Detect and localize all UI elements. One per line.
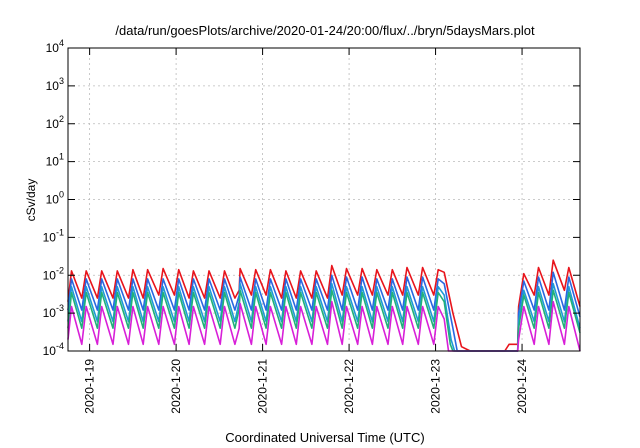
- grid-layer: [68, 48, 580, 351]
- y-tick-label: 10-2: [43, 265, 64, 282]
- y-tick-label: 10-3: [43, 303, 64, 320]
- series-line-2: [67, 271, 581, 352]
- series-line-5: [67, 300, 581, 352]
- chart-title: /data/run/goesPlots/archive/2020-01-24/2…: [115, 23, 535, 38]
- y-tick-label: 101: [46, 152, 64, 169]
- y-tick-label: 100: [46, 190, 64, 207]
- series-line-4: [67, 289, 581, 352]
- x-tick-label: 2020-1-22: [342, 359, 356, 414]
- y-tick-label: 102: [46, 114, 64, 131]
- x-tick-label: 2020-1-20: [169, 359, 183, 414]
- x-tick-label: 2020-1-23: [429, 359, 443, 414]
- x-tick-labels: 2020-1-19 2020-1-20 2020-1-21 2020-1-22 2020…: [83, 359, 529, 414]
- y-tick-labels: 10-4 10-3 10-2 10-1 100 101 102 103 104: [43, 38, 64, 358]
- x-tick-label: 2020-1-19: [83, 359, 97, 414]
- tick-layer: [68, 47, 580, 352]
- y-tick-label: 103: [46, 76, 64, 93]
- y-tick-label: 10-4: [43, 341, 64, 358]
- x-axis-label: Coordinated Universal Time (UTC): [225, 430, 424, 445]
- series-layer: [67, 259, 581, 352]
- y-axis-label: cSv/day: [24, 179, 38, 222]
- y-tick-label: 104: [46, 38, 64, 55]
- x-tick-label: 2020-1-21: [256, 359, 270, 414]
- x-tick-label: 2020-1-24: [515, 359, 529, 414]
- y-tick-label: 10-1: [43, 227, 64, 244]
